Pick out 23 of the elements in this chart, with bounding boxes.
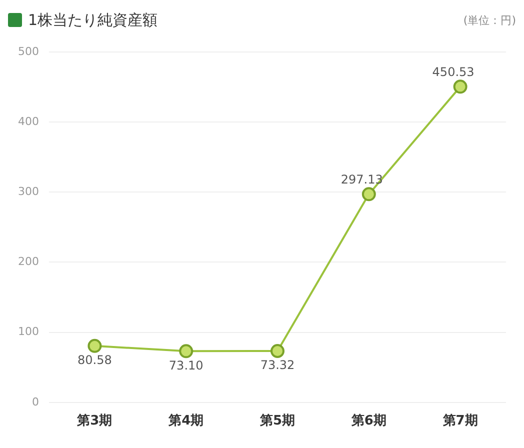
- point: [362, 187, 376, 202]
- y-tick-label: 200: [18, 255, 39, 268]
- data-label: 73.10: [168, 358, 204, 372]
- data-label: 73.32: [260, 358, 295, 372]
- y-tick-label: 300: [18, 185, 39, 198]
- data-label: 80.58: [78, 353, 112, 368]
- point: [270, 344, 284, 358]
- x-tick-label: 第5期: [258, 414, 296, 429]
- data-label: 450.53: [432, 64, 474, 79]
- point: [179, 344, 194, 358]
- y-tick-label: 500: [18, 44, 39, 58]
- data-label: 297.13: [340, 172, 383, 186]
- y-tick-label: 400: [18, 114, 39, 128]
- x-tick-label: 第7期: [442, 414, 478, 429]
- point: [88, 338, 102, 353]
- y-tick-label: 0: [32, 395, 39, 408]
- chart-title: 1株当たり純資産額: [28, 10, 158, 30]
- x-tick-label: 第6期: [350, 414, 386, 429]
- point: [453, 80, 468, 94]
- x-tick-label: 第3期: [76, 414, 112, 429]
- y-tick-label: 100: [18, 325, 39, 338]
- x-tick-label: 第4期: [168, 414, 204, 429]
- text: (単位：円): [463, 12, 516, 28]
